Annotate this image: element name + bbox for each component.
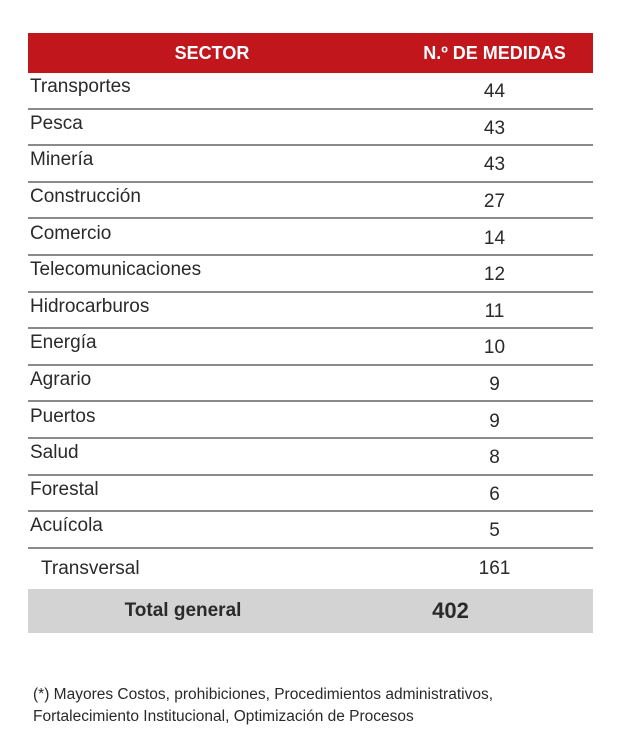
- header-count: N.º DE MEDIDAS: [423, 42, 566, 63]
- count-cell: 43: [483, 117, 506, 139]
- table-row: Forestal 6: [28, 476, 593, 513]
- sector-cell: Minería: [30, 149, 94, 171]
- count-cell: 5: [489, 520, 500, 542]
- table-row: Telecomunicaciones 12: [28, 256, 593, 293]
- count-cell: 6: [489, 483, 500, 505]
- sector-cell: Agrario: [30, 369, 92, 391]
- footnote-line-1: (*) Mayores Costos, prohibiciones, Proce…: [33, 686, 494, 703]
- table-body: Transportes 44 Pesca 43 Minería 43 Construcció…: [28, 73, 593, 549]
- sector-cell: Puertos: [30, 405, 96, 427]
- count-cell: 27: [483, 191, 506, 213]
- sector-cell: Transversal: [41, 557, 140, 579]
- count-cell: 14: [483, 227, 506, 249]
- count-cell: 43: [483, 154, 506, 176]
- sector-cell: Acuícola: [30, 515, 103, 537]
- sector-cell: Pesca: [30, 112, 83, 134]
- table-row: Pesca 43: [28, 110, 593, 147]
- table-row: Puertos 9: [28, 402, 593, 439]
- sector-cell: Hidrocarburos: [30, 295, 150, 317]
- table-row: Transportes 44: [28, 73, 593, 110]
- count-cell: 44: [483, 81, 506, 103]
- table-row: Comercio 14: [28, 219, 593, 256]
- header-sector: SECTOR: [174, 42, 250, 63]
- total-count: 402: [432, 597, 469, 623]
- table-row: Construcción 27: [28, 183, 593, 220]
- count-cell: 10: [483, 337, 506, 359]
- sector-cell: Transportes: [30, 76, 131, 98]
- footnote: (*) Mayores Costos, prohibiciones, Proce…: [33, 684, 593, 728]
- count-cell: 8: [489, 447, 500, 469]
- total-label: Total general: [124, 599, 242, 621]
- sector-cell: Comercio: [30, 222, 112, 244]
- sector-cell: Forestal: [30, 478, 99, 500]
- table-header: SECTOR N.º DE MEDIDAS: [28, 33, 593, 73]
- sector-cell: Salud: [30, 442, 79, 464]
- sector-cell: Energía: [30, 332, 97, 354]
- sector-cell: Telecomunicaciones: [30, 259, 202, 281]
- table-total-row: Total general 402: [28, 588, 593, 633]
- measures-table: SECTOR N.º DE MEDIDAS Transportes 44 Pesca…: [28, 33, 593, 633]
- table-row: Acuícola 5: [28, 512, 593, 549]
- table-row: Agrario 9: [28, 366, 593, 403]
- table-row: Salud 8: [28, 439, 593, 476]
- table-row-transversal: Transversal 161: [28, 549, 593, 589]
- table-row: Minería 43: [28, 146, 593, 183]
- sector-cell: Construcción: [30, 186, 141, 208]
- table-row: Energía 10: [28, 329, 593, 366]
- count-cell: 9: [489, 374, 500, 396]
- count-cell: 161: [478, 557, 511, 579]
- count-cell: 11: [484, 300, 505, 322]
- footnote-line-2: Fortalecimiento Institucional, Optimizac…: [33, 708, 414, 725]
- count-cell: 12: [483, 264, 506, 286]
- table-row: Hidrocarburos 11: [28, 293, 593, 330]
- count-cell: 9: [489, 410, 500, 432]
